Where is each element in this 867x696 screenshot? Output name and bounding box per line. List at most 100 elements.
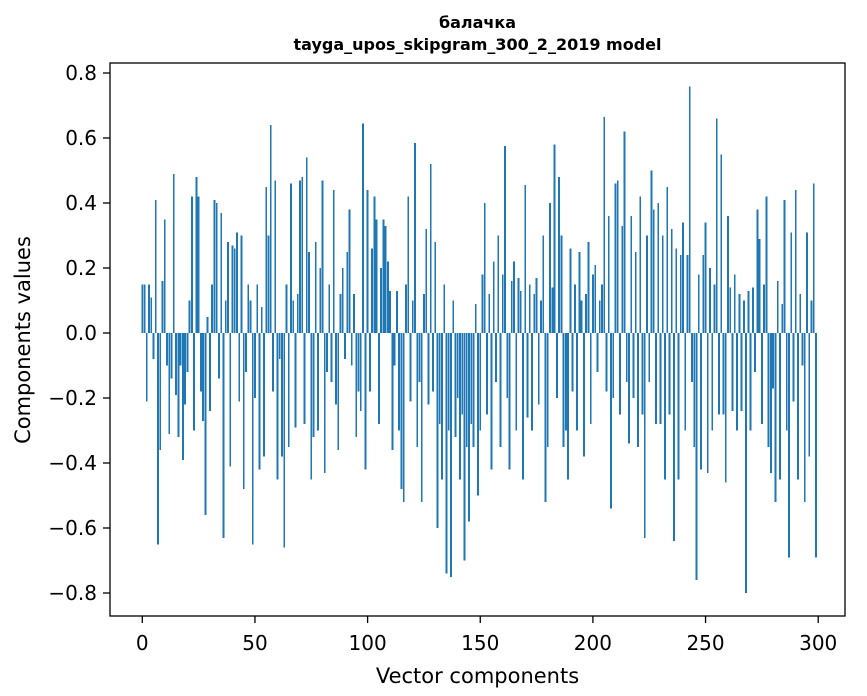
- bar: [368, 333, 371, 392]
- bar: [195, 177, 198, 333]
- bar: [546, 333, 549, 447]
- bar: [526, 333, 529, 418]
- bar: [788, 333, 790, 558]
- bar: [810, 300, 813, 333]
- bar: [713, 284, 716, 333]
- bar: [815, 333, 817, 558]
- bar: [765, 196, 768, 333]
- bar: [190, 196, 193, 333]
- bar: [684, 333, 687, 431]
- chart-title-line2: tayga_upos_skipgram_300_2_2019 model: [294, 35, 662, 54]
- bar: [799, 294, 802, 333]
- bar: [605, 333, 608, 392]
- bar: [544, 333, 547, 502]
- y-tick-label: 0.0: [65, 321, 97, 345]
- bar: [585, 294, 588, 333]
- bar: [373, 196, 376, 333]
- bar: [389, 290, 392, 333]
- bar: [341, 268, 344, 333]
- bar: [278, 333, 281, 359]
- bar: [150, 297, 153, 333]
- bar: [592, 274, 594, 333]
- bar: [339, 294, 342, 333]
- bar: [740, 333, 743, 411]
- bar: [215, 203, 218, 333]
- bar: [344, 333, 346, 359]
- bar: [296, 294, 299, 333]
- x-tick-label: 0: [136, 631, 149, 655]
- bar: [181, 333, 184, 460]
- bar: [603, 116, 606, 334]
- bar: [776, 281, 779, 333]
- bar: [513, 261, 515, 333]
- bar: [801, 333, 804, 366]
- bar: [578, 251, 581, 333]
- bar: [582, 333, 585, 457]
- bar: [459, 333, 461, 480]
- y-axis-label: Components values: [11, 236, 35, 444]
- bar: [630, 216, 633, 333]
- bar: [727, 216, 729, 333]
- bar: [641, 333, 644, 415]
- bar: [673, 333, 675, 541]
- bar: [781, 303, 784, 333]
- bar: [242, 333, 245, 489]
- bar: [495, 333, 497, 382]
- bar: [400, 333, 403, 489]
- bar: [170, 333, 173, 379]
- bar: [154, 199, 157, 333]
- bar: [652, 209, 655, 333]
- bar: [700, 333, 702, 470]
- x-tick-label: 50: [242, 631, 267, 655]
- bar: [443, 284, 446, 333]
- bar: [747, 290, 750, 333]
- bar: [247, 284, 250, 333]
- bar: [386, 261, 389, 333]
- bar: [598, 300, 601, 333]
- bar: [371, 248, 374, 333]
- bar: [486, 333, 488, 415]
- bar: [148, 284, 150, 333]
- bar: [224, 300, 227, 333]
- bar: [452, 300, 455, 333]
- bar: [619, 333, 621, 415]
- x-tick-label: 100: [349, 631, 387, 655]
- bar: [569, 248, 572, 333]
- bar: [337, 333, 340, 450]
- bar: [628, 333, 630, 444]
- bar: [722, 333, 725, 415]
- bar: [668, 333, 671, 415]
- bar: [199, 333, 202, 392]
- bar: [625, 333, 628, 382]
- bar: [411, 300, 414, 333]
- bar: [501, 274, 504, 333]
- bar: [227, 242, 229, 333]
- bar: [709, 268, 711, 333]
- bar: [202, 333, 205, 421]
- bar: [206, 316, 209, 333]
- bar: [745, 333, 747, 593]
- bar: [483, 203, 486, 333]
- bar: [420, 333, 423, 502]
- bar: [661, 235, 664, 333]
- bar: [375, 219, 378, 333]
- bar: [655, 333, 657, 424]
- bar: [783, 199, 786, 333]
- bar: [290, 183, 292, 333]
- bar: [686, 255, 689, 333]
- bar: [808, 333, 811, 457]
- bar: [380, 268, 383, 333]
- bar: [303, 333, 306, 424]
- bar: [416, 333, 419, 447]
- bar: [472, 333, 475, 447]
- bar: [758, 238, 761, 333]
- bar: [175, 333, 177, 395]
- bar: [675, 248, 678, 333]
- bar: [749, 333, 752, 431]
- bar: [772, 333, 775, 389]
- bar: [533, 294, 536, 333]
- bar: [220, 212, 223, 333]
- bar: [398, 333, 401, 431]
- bar: [524, 185, 527, 334]
